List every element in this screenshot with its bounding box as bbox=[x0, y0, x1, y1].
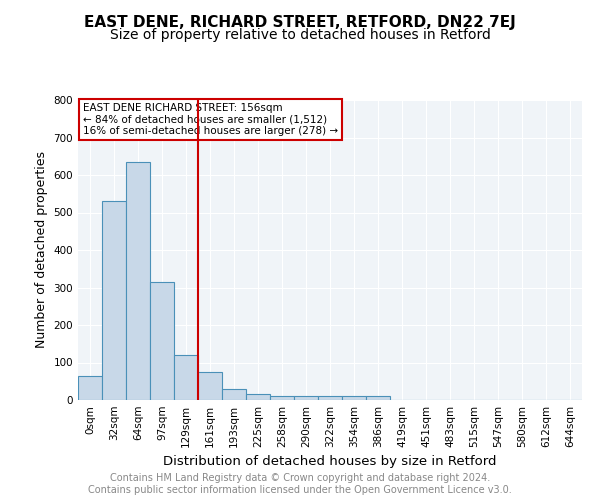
Bar bbox=[318, 396, 342, 400]
Bar bbox=[342, 396, 366, 400]
Bar bbox=[150, 282, 174, 400]
Bar bbox=[102, 201, 126, 400]
Text: Size of property relative to detached houses in Retford: Size of property relative to detached ho… bbox=[110, 28, 490, 42]
Bar bbox=[198, 372, 222, 400]
Y-axis label: Number of detached properties: Number of detached properties bbox=[35, 152, 48, 348]
Text: EAST DENE RICHARD STREET: 156sqm
← 84% of detached houses are smaller (1,512)
16: EAST DENE RICHARD STREET: 156sqm ← 84% o… bbox=[83, 103, 338, 136]
Text: EAST DENE, RICHARD STREET, RETFORD, DN22 7EJ: EAST DENE, RICHARD STREET, RETFORD, DN22… bbox=[84, 15, 516, 30]
Bar bbox=[78, 376, 102, 400]
Bar bbox=[270, 396, 294, 400]
Text: Contains HM Land Registry data © Crown copyright and database right 2024.
Contai: Contains HM Land Registry data © Crown c… bbox=[88, 474, 512, 495]
X-axis label: Distribution of detached houses by size in Retford: Distribution of detached houses by size … bbox=[163, 456, 497, 468]
Bar bbox=[246, 394, 270, 400]
Bar bbox=[294, 396, 318, 400]
Bar bbox=[174, 355, 198, 400]
Bar bbox=[222, 389, 246, 400]
Bar bbox=[366, 396, 390, 400]
Bar bbox=[126, 162, 150, 400]
